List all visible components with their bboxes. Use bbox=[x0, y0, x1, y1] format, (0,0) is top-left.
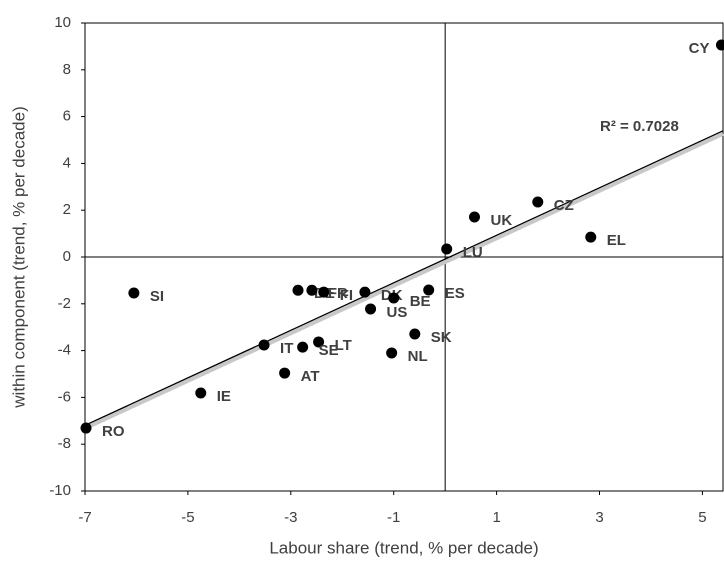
point bbox=[297, 341, 309, 353]
point-label: AT bbox=[301, 368, 320, 385]
point bbox=[306, 284, 318, 296]
r-squared: R² = 0.7028 bbox=[600, 118, 679, 135]
y-tick-label: 6 bbox=[63, 108, 71, 125]
point bbox=[423, 284, 435, 296]
point bbox=[128, 287, 140, 299]
point bbox=[441, 243, 453, 255]
trendline-shadow bbox=[84, 131, 724, 431]
x-tick-label: -7 bbox=[78, 509, 91, 526]
y-tick-label: -8 bbox=[58, 435, 71, 452]
point-label: IT bbox=[280, 340, 293, 357]
point-label: FR bbox=[328, 285, 348, 302]
point-label: SK bbox=[431, 329, 452, 346]
point-label: BE bbox=[410, 293, 431, 310]
y-tick-label: 4 bbox=[63, 154, 71, 171]
point bbox=[292, 284, 304, 296]
trendline bbox=[84, 130, 724, 426]
y-tick-label: -2 bbox=[58, 295, 71, 312]
x-tick-label: -5 bbox=[181, 509, 194, 526]
y-tick-label: -10 bbox=[49, 482, 71, 499]
point-label: UK bbox=[490, 212, 512, 229]
point bbox=[313, 336, 325, 348]
x-axis-title: Labour share (trend, % per decade) bbox=[269, 538, 538, 557]
y-tick-label: 8 bbox=[63, 61, 71, 78]
point bbox=[715, 39, 724, 51]
x-tick-label: -3 bbox=[284, 509, 297, 526]
y-axis-title: within component (trend, % per decade) bbox=[9, 106, 28, 408]
point bbox=[388, 292, 400, 304]
point-label: LU bbox=[463, 244, 483, 261]
point-label: IE bbox=[217, 388, 231, 405]
y-tick-label: 0 bbox=[63, 248, 71, 265]
y-tick-label: -6 bbox=[58, 388, 71, 405]
point-label: CY bbox=[689, 40, 710, 57]
point bbox=[409, 328, 421, 340]
point-label: LT bbox=[335, 337, 352, 354]
y-tick-label: -4 bbox=[58, 342, 71, 359]
point bbox=[318, 286, 330, 298]
point bbox=[359, 286, 371, 298]
point-label: CZ bbox=[554, 197, 574, 214]
x-tick-label: 1 bbox=[492, 509, 500, 526]
point-label: US bbox=[387, 304, 408, 321]
point-label: FI bbox=[340, 287, 353, 304]
point bbox=[585, 231, 597, 243]
point bbox=[468, 211, 480, 223]
point bbox=[279, 367, 291, 379]
point bbox=[365, 303, 377, 315]
point bbox=[532, 196, 544, 208]
point-label: NL bbox=[408, 348, 428, 365]
point bbox=[80, 422, 92, 434]
point bbox=[258, 339, 270, 351]
y-tick-label: 2 bbox=[63, 201, 71, 218]
point-label: SI bbox=[150, 288, 164, 305]
x-tick-label: -1 bbox=[387, 509, 400, 526]
x-tick-label: 3 bbox=[595, 509, 603, 526]
point bbox=[195, 387, 207, 399]
point-label: SE bbox=[319, 342, 339, 359]
point-label: RO bbox=[102, 423, 125, 440]
y-tick-label: 10 bbox=[54, 14, 71, 31]
point bbox=[386, 347, 398, 359]
x-tick-label: 5 bbox=[698, 509, 706, 526]
point-label: EL bbox=[607, 232, 626, 249]
point-label: ES bbox=[445, 285, 465, 302]
